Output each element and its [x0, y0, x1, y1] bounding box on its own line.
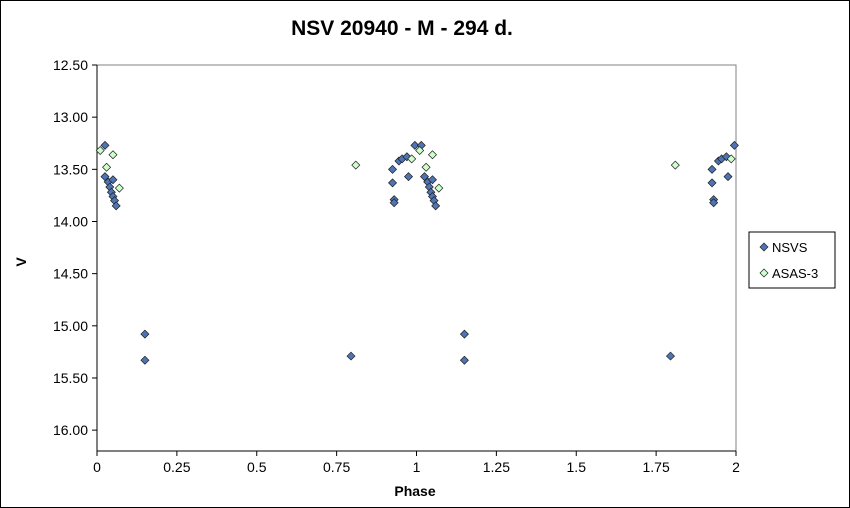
asas-3-point [427, 150, 437, 160]
asas-3-point [407, 154, 417, 164]
nsvs-point [108, 175, 118, 185]
y-tick-label: 13.50 [53, 161, 88, 177]
nsvs-point [427, 175, 437, 185]
plot-area [96, 64, 737, 452]
x-tick-label: 0 [93, 459, 101, 475]
nsvs-point [140, 329, 150, 339]
legend-marker-nsvs [759, 242, 769, 252]
y-tick-label: 14.50 [53, 266, 88, 282]
nsvs-point [140, 355, 150, 365]
nsvs-point [410, 140, 420, 150]
nsvs-point [346, 351, 356, 361]
nsvs-point [723, 172, 733, 182]
asas-3-point [434, 183, 444, 193]
data-points [95, 140, 739, 365]
asas-3-point [114, 183, 124, 193]
x-axis-label: Phase [394, 483, 435, 499]
legend-marker-asas-3 [759, 268, 769, 278]
x-tick-label: 1 [413, 459, 421, 475]
nsvs-point [459, 355, 469, 365]
nsvs-point [707, 178, 717, 188]
y-axis-label: V [13, 257, 29, 267]
asas-3-point [351, 160, 361, 170]
nsvs-point [111, 201, 121, 211]
legend-items: NSVS ASAS-3 [759, 240, 818, 281]
nsvs-point [666, 351, 675, 361]
nsvs-point [100, 140, 110, 150]
y-tick-label: 15.50 [53, 370, 88, 386]
x-tick-label: 1.5 [567, 459, 587, 475]
nsvs-point [388, 164, 398, 174]
x-tick-label: 1.25 [483, 459, 510, 475]
x-tick-label: 1.75 [643, 459, 670, 475]
legend: NSVS ASAS-3 [748, 231, 836, 289]
legend-label-nsvs: NSVS [772, 240, 808, 255]
asas-3-point [421, 162, 431, 172]
x-tick-label: 0.25 [163, 459, 190, 475]
nsvs-point [389, 198, 399, 208]
x-tick-label: 2 [732, 459, 740, 475]
asas-3-point [670, 160, 680, 170]
asas-3-point [102, 162, 112, 172]
legend-label-asas-3: ASAS-3 [772, 266, 818, 281]
legend-box [748, 231, 836, 289]
nsvs-point [459, 329, 469, 339]
x-tick-label: 0.5 [247, 459, 267, 475]
tick-group: 0 0.25 0.5 0.75 1 1.25 1.5 1.75 2 12.50 13.00 13.50… [53, 57, 740, 475]
nsvs-point [388, 178, 398, 188]
y-tick-label: 13.00 [53, 109, 88, 125]
nsvs-point [431, 201, 441, 211]
y-tick-label: 12.50 [53, 57, 88, 73]
nsvs-point [729, 140, 739, 150]
asas-3-point [726, 154, 736, 164]
chart-title: NSV 20940 - M - 294 d. [291, 17, 513, 40]
asas-3-point [95, 146, 105, 156]
nsvs-point [707, 164, 717, 174]
asas-3-point [108, 150, 118, 160]
y-tick-label: 14.00 [53, 213, 88, 229]
nsvs-point [709, 198, 719, 208]
asas-3-point [415, 146, 425, 156]
y-tick-label: 15.00 [53, 318, 88, 334]
nsvs-point [404, 172, 414, 182]
x-tick-label: 0.75 [323, 459, 350, 475]
y-tick-label: 16.00 [53, 422, 88, 438]
